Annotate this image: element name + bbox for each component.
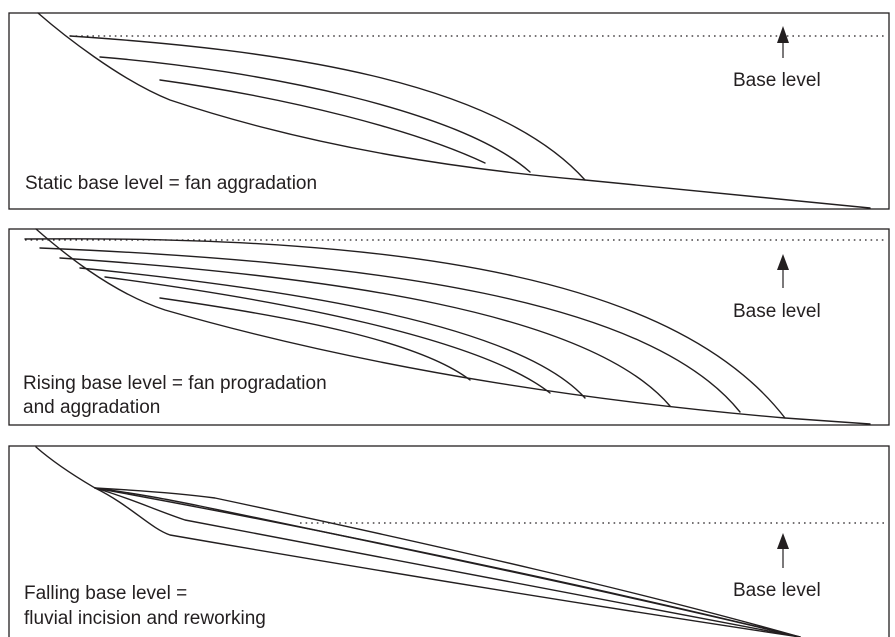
panel-rising: Base level Rising base level = fan progr… bbox=[8, 228, 890, 426]
fan-surface bbox=[159, 79, 486, 164]
fan-surface bbox=[159, 297, 471, 381]
arrow-up-icon bbox=[777, 533, 789, 549]
panel-caption: Rising base level = fan progradation bbox=[23, 373, 327, 394]
fan-surface bbox=[94, 487, 801, 637]
fan-surface bbox=[94, 487, 801, 637]
fan-surface bbox=[24, 238, 786, 419]
fan-surface bbox=[59, 257, 671, 407]
base-level-label: Base level bbox=[733, 70, 821, 91]
panel-caption: Falling base level = bbox=[24, 583, 187, 604]
fan-surface bbox=[104, 276, 551, 394]
fan-surface bbox=[69, 35, 586, 181]
panel-frame bbox=[8, 12, 890, 210]
base-level-arrow bbox=[777, 26, 789, 58]
panel-caption: and aggradation bbox=[23, 397, 160, 418]
panel-falling: Base level Falling base level = fluvial … bbox=[8, 445, 890, 637]
panel-caption: fluvial incision and reworking bbox=[24, 608, 266, 629]
fan-surface bbox=[39, 247, 741, 413]
fan-surface bbox=[79, 267, 586, 399]
fan-surface bbox=[99, 56, 531, 173]
panel-frame bbox=[8, 445, 890, 637]
base-level-arrow bbox=[777, 254, 789, 288]
panel-frame bbox=[8, 228, 890, 426]
panel-caption: Static base level = fan aggradation bbox=[25, 173, 317, 194]
base-level-label: Base level bbox=[733, 580, 821, 601]
base-level-label: Base level bbox=[733, 301, 821, 322]
arrow-up-icon bbox=[777, 254, 789, 270]
valley-profile bbox=[35, 228, 871, 425]
fan-surface bbox=[94, 487, 801, 637]
arrow-up-icon bbox=[777, 26, 789, 43]
base-level-arrow bbox=[777, 533, 789, 568]
fan-surface bbox=[94, 487, 801, 637]
valley-profile bbox=[37, 12, 871, 209]
panel-static: Base level Static base level = fan aggra… bbox=[8, 12, 890, 210]
